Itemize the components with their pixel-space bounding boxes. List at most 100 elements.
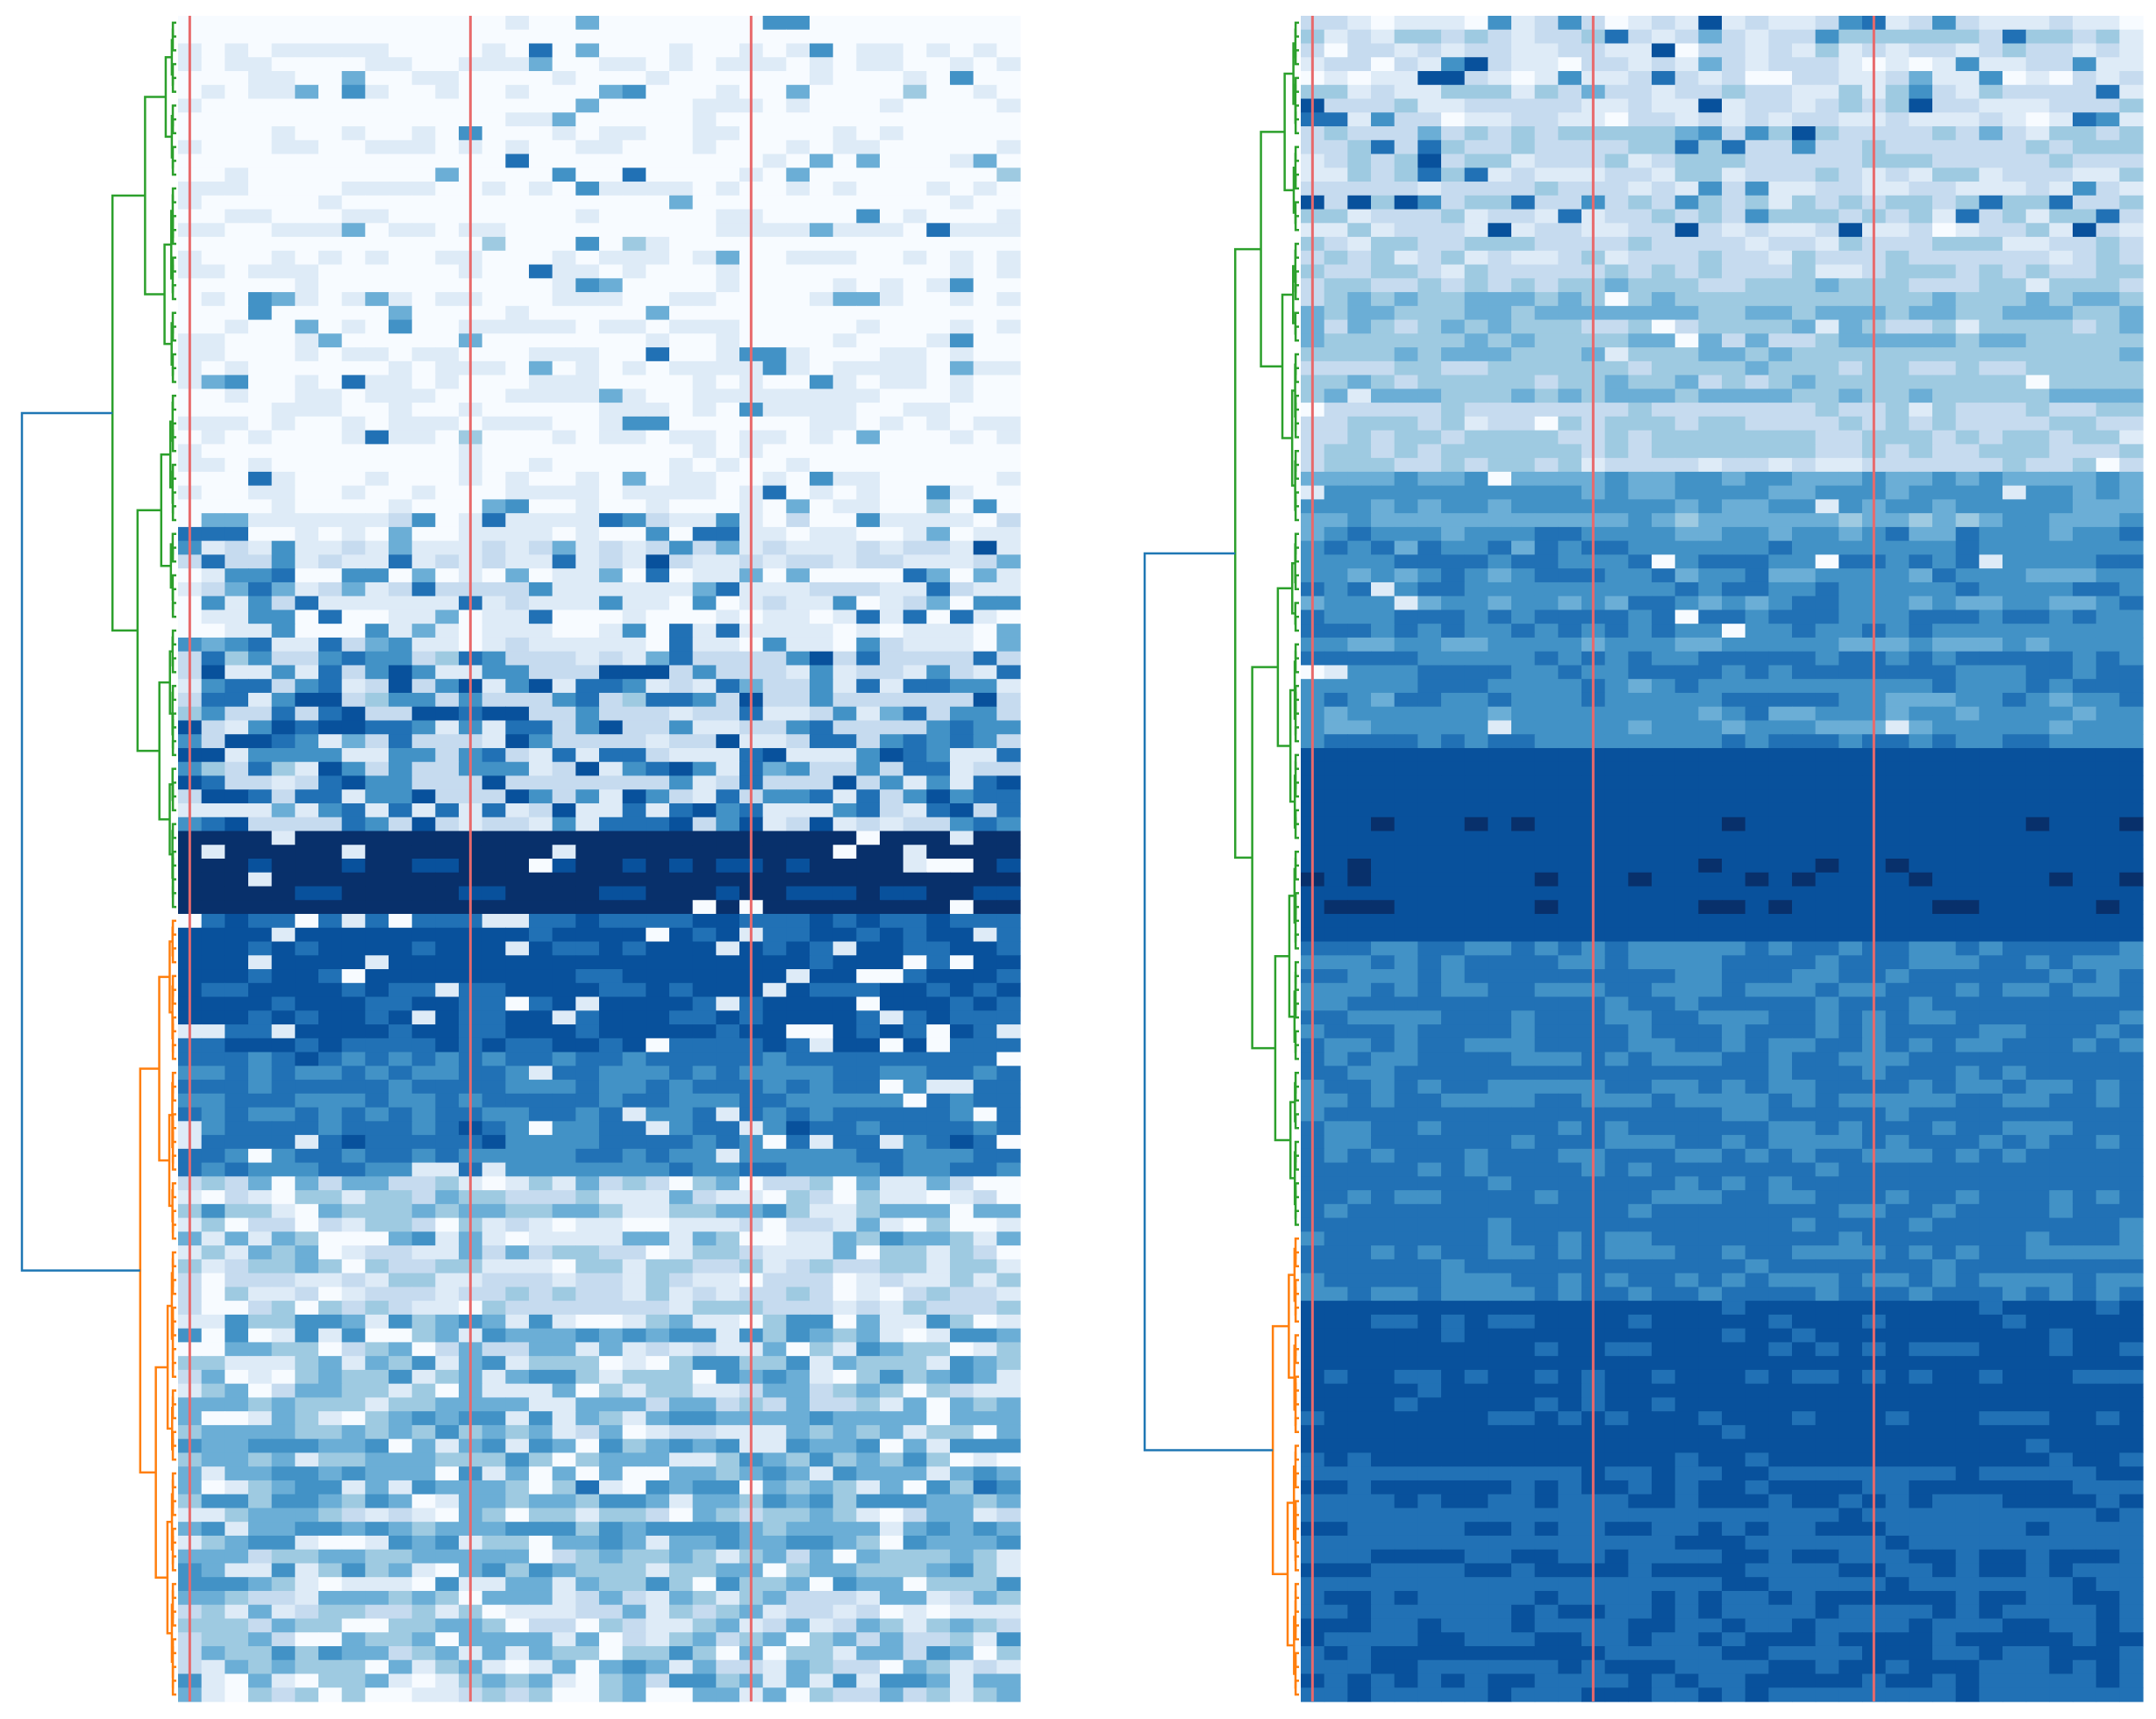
dendrogram-link [171, 1406, 174, 1451]
heatmap-cell [201, 1217, 225, 1232]
heatmap-cell [950, 1148, 974, 1164]
heatmap-cell [903, 1038, 927, 1053]
heatmap-cell [646, 734, 670, 749]
heatmap-cell [529, 831, 553, 845]
heatmap-cell [926, 1480, 951, 1495]
heatmap-cell [505, 996, 530, 1011]
heatmap-cell [552, 195, 576, 210]
heatmap-cell [692, 706, 717, 722]
heatmap-cell [411, 1190, 436, 1205]
heatmap-cell [973, 1466, 997, 1481]
heatmap-cell [552, 333, 576, 348]
heatmap-cell [716, 526, 740, 542]
heatmap-cell [716, 1411, 740, 1426]
heatmap-cell [810, 278, 834, 293]
heatmap-cell [1441, 139, 1466, 155]
heatmap-cell [762, 1397, 787, 1412]
heatmap-cell [341, 168, 366, 182]
heatmap-cell [225, 1287, 249, 1302]
heatmap-cell [389, 914, 413, 929]
heatmap-cell [646, 679, 670, 694]
heatmap-cell [225, 665, 249, 680]
heatmap-cell [482, 1135, 506, 1150]
heatmap-cell [482, 1618, 506, 1633]
heatmap-cell [856, 969, 881, 984]
heatmap-cell [435, 1314, 460, 1330]
heatmap-cell [1979, 57, 2003, 72]
heatmap-cell [435, 706, 460, 722]
heatmap-cell [786, 1632, 810, 1647]
heatmap-cell [692, 581, 717, 597]
heatmap-cell [341, 278, 366, 293]
heatmap-cell [529, 1577, 553, 1592]
heatmap-cell [1417, 43, 1442, 58]
heatmap-cell [716, 264, 740, 279]
heatmap-cell [692, 761, 717, 777]
heatmap-cell [552, 98, 576, 113]
heatmap-cell [926, 444, 951, 459]
heatmap-cell [1347, 112, 1372, 127]
heatmap-cell [482, 872, 506, 888]
heatmap-cell [575, 1093, 600, 1109]
heatmap-cell [271, 1411, 296, 1426]
heatmap-cell [482, 1438, 506, 1454]
heatmap-cell [716, 1245, 740, 1260]
heatmap-cell [1838, 71, 1863, 86]
heatmap-cell [786, 43, 810, 58]
heatmap-cell [225, 1080, 249, 1095]
heatmap-cell [318, 554, 343, 569]
heatmap-cell [201, 1494, 225, 1509]
heatmap-cell [622, 319, 646, 334]
heatmap-cell [411, 389, 436, 403]
heatmap-cell [856, 305, 881, 321]
heatmap-cell [341, 1259, 366, 1274]
heatmap-cell [996, 1424, 1021, 1440]
heatmap-cell [295, 444, 319, 459]
heatmap-cell [482, 195, 506, 210]
heatmap-cell [271, 1287, 296, 1302]
heatmap-cell [856, 872, 881, 888]
heatmap-cell [552, 1535, 576, 1551]
heatmap-cell [1838, 84, 1863, 100]
heatmap-cell [622, 1659, 646, 1675]
heatmap-cell [505, 1010, 530, 1025]
heatmap-cell [856, 71, 881, 86]
heatmap-cell [271, 389, 296, 403]
heatmap-cell [295, 1080, 319, 1095]
heatmap-cell [716, 734, 740, 749]
heatmap-cell [622, 955, 646, 970]
heatmap-cell [669, 1342, 694, 1357]
heatmap-cell [880, 789, 904, 804]
heatmap-cell [575, 817, 600, 832]
heatmap-cell [810, 1673, 834, 1688]
heatmap-cell [341, 1203, 366, 1219]
dendrogram-link [168, 783, 173, 856]
heatmap-cell [622, 1494, 646, 1509]
heatmap-cell [341, 1424, 366, 1440]
heatmap-cell [248, 209, 273, 224]
heatmap-cell [599, 1687, 624, 1702]
heatmap-cell [856, 292, 881, 307]
heatmap-cell [599, 319, 624, 334]
heatmap-cell [2025, 126, 2050, 141]
heatmap-cell [411, 610, 436, 624]
heatmap-cell [529, 747, 553, 763]
heatmap-cell [692, 1659, 717, 1675]
heatmap-cell [435, 581, 460, 597]
heatmap-cell [389, 16, 413, 31]
heatmap-cell [786, 540, 810, 556]
heatmap-cell [505, 112, 530, 127]
heatmap-cell [832, 1259, 857, 1274]
heatmap-cell [622, 1535, 646, 1551]
heatmap-cell [762, 1494, 787, 1509]
heatmap-cell [295, 319, 319, 334]
heatmap-cell [341, 16, 366, 31]
heatmap-cell [622, 1632, 646, 1647]
heatmap-cell [669, 1618, 694, 1633]
heatmap-cell [996, 1273, 1021, 1287]
heatmap-cell [529, 43, 553, 58]
heatmap-cell [2119, 126, 2144, 141]
heatmap-cell [225, 278, 249, 293]
heatmap-cell [389, 747, 413, 763]
